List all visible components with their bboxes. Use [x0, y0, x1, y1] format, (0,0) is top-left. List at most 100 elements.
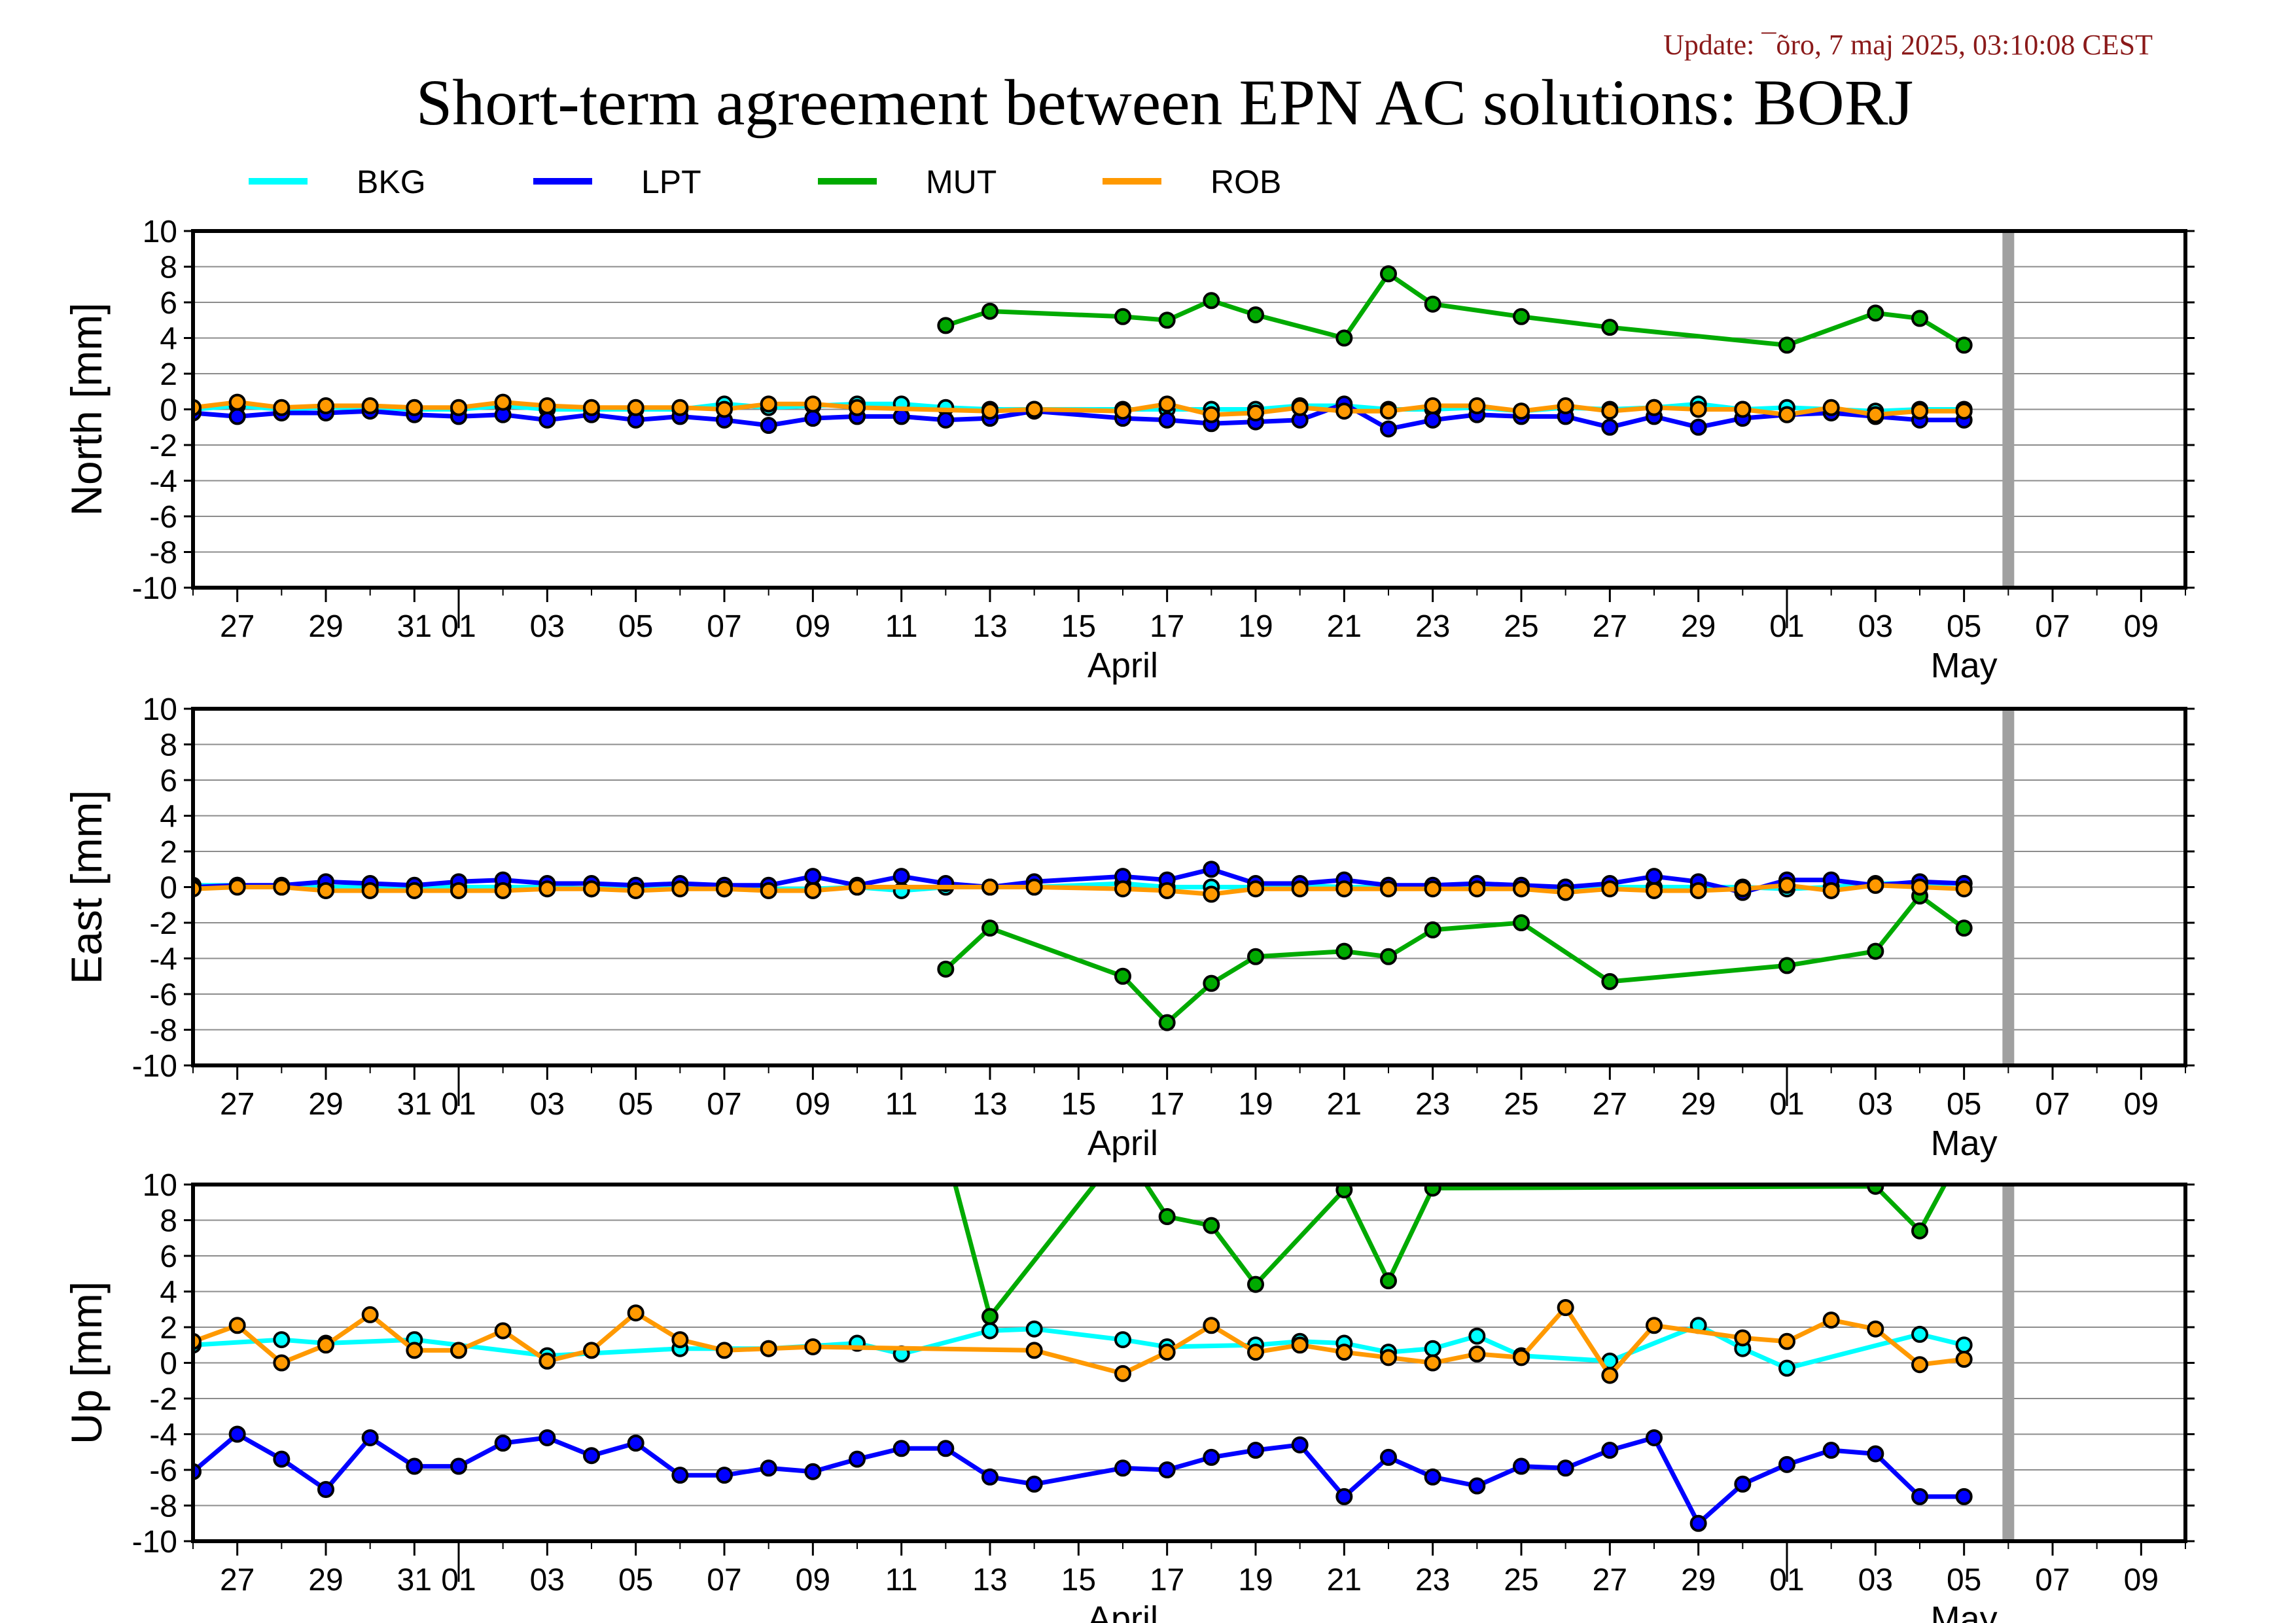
- data-point-rob: [1513, 402, 1530, 420]
- xtick-label: 29: [1681, 1087, 1716, 1122]
- data-point-rob: [1114, 1364, 1131, 1382]
- data-point-rob: [1380, 880, 1397, 898]
- ytick-label: 0: [160, 871, 177, 906]
- xtick-label: 23: [1415, 1087, 1450, 1122]
- ytick-label: -2: [149, 429, 177, 463]
- data-point-rob: [849, 878, 866, 896]
- data-point-lpt: [760, 417, 777, 435]
- ytick-label: -8: [149, 1489, 177, 1524]
- xtick-label: 17: [1150, 1087, 1184, 1122]
- data-point-rob: [1557, 1299, 1574, 1317]
- data-point-bkg: [1114, 1331, 1131, 1349]
- data-point-mut: [1158, 312, 1176, 329]
- data-point-bkg: [1468, 1327, 1486, 1345]
- xtick-label: 03: [1858, 1087, 1893, 1122]
- data-point-lpt: [981, 1468, 998, 1486]
- ytick-label: -6: [149, 500, 177, 535]
- data-point-rob: [1955, 880, 1973, 898]
- data-point-lpt: [716, 1467, 733, 1484]
- data-point-mut: [1424, 1185, 1441, 1197]
- data-point-lpt: [1468, 1477, 1486, 1495]
- data-point-rob: [1468, 1345, 1486, 1363]
- ytick-label: 4: [160, 1275, 177, 1310]
- month-label: May: [1931, 1124, 1998, 1163]
- series-line-lpt: [193, 866, 1964, 895]
- data-point-rob: [1734, 401, 1752, 418]
- series-mut: [953, 1185, 1948, 1325]
- data-point-rob: [1867, 406, 1884, 423]
- xtick-label: 13: [972, 609, 1007, 644]
- data-point-mut: [1955, 919, 1973, 937]
- xtick-label: 05: [618, 1087, 653, 1122]
- data-point-rob: [494, 1322, 512, 1340]
- data-point-rob: [1822, 882, 1840, 899]
- y-axis-label: North [mm]: [62, 302, 111, 516]
- data-point-lpt: [1689, 418, 1707, 436]
- data-point-lpt: [1025, 1475, 1043, 1493]
- xtick-label: 07: [707, 609, 741, 644]
- data-point-rob: [671, 880, 689, 898]
- ytick-label: -8: [149, 536, 177, 571]
- data-point-lpt: [1203, 1448, 1220, 1466]
- ytick-label: -8: [149, 1014, 177, 1048]
- data-point-lpt: [1778, 1455, 1795, 1473]
- data-point-rob: [1158, 1344, 1176, 1361]
- data-point-lpt: [937, 411, 955, 429]
- data-point-lpt: [1291, 1436, 1309, 1454]
- plot-frame: [191, 707, 2187, 1067]
- data-point-rob: [1513, 880, 1530, 898]
- ytick-label: 10: [143, 1168, 177, 1203]
- ytick-label: -10: [132, 571, 177, 606]
- xtick-label: 19: [1238, 1087, 1273, 1122]
- month-label: May: [1931, 646, 1998, 685]
- xtick-label: 09: [796, 1563, 830, 1597]
- data-point-mut: [981, 302, 998, 320]
- data-point-rob: [406, 882, 423, 899]
- ytick-label: 6: [160, 764, 177, 798]
- data-point-lpt: [892, 408, 910, 425]
- data-point-rob: [760, 882, 777, 899]
- series-line-mut: [945, 271, 1966, 348]
- data-point-mut: [1955, 336, 1973, 354]
- series-mut: [937, 887, 1973, 1031]
- data-point-rob: [494, 393, 512, 411]
- data-point-rob: [1025, 878, 1043, 896]
- data-point-mut: [1203, 292, 1220, 310]
- data-point-mut: [1114, 967, 1131, 985]
- update-timestamp: Update: ¯õro, 7 maj 2025, 03:10:08 CEST: [1663, 29, 2153, 61]
- xtick-label: 27: [220, 1563, 255, 1597]
- data-point-rob: [1955, 1351, 1973, 1368]
- xtick-label: 05: [618, 609, 653, 644]
- data-point-rob: [1689, 882, 1707, 899]
- data-point-rob: [1025, 401, 1043, 418]
- series-rob: [193, 1299, 1973, 1384]
- data-point-rob: [450, 399, 467, 416]
- data-point-rob: [1513, 1349, 1530, 1366]
- legend: BKG LPT MUT ROB: [249, 164, 1281, 200]
- ytick-label: 10: [143, 215, 177, 249]
- data-point-rob: [760, 1340, 777, 1357]
- month-label: May: [1931, 1599, 1998, 1623]
- ytick-label: -4: [149, 942, 177, 977]
- data-point-rob: [804, 882, 822, 899]
- data-point-lpt: [1335, 1488, 1353, 1505]
- data-point-rob: [406, 1342, 423, 1359]
- xtick-label: 15: [1061, 609, 1096, 644]
- ytick-label: 8: [160, 728, 177, 763]
- xtick-label: 21: [1327, 1087, 1362, 1122]
- xtick-label: 11: [885, 609, 918, 644]
- data-point-mut: [1247, 948, 1264, 965]
- xtick-label: 05: [1947, 609, 1981, 644]
- data-point-lpt: [539, 411, 556, 429]
- xtick-label: 13: [972, 1563, 1007, 1597]
- xtick-label: 19: [1238, 1563, 1273, 1597]
- data-point-rob: [317, 1336, 334, 1354]
- data-point-lpt: [583, 1447, 600, 1465]
- xtick-label: 29: [308, 1563, 343, 1597]
- data-point-lpt: [1513, 1457, 1530, 1475]
- month-label: April: [1087, 646, 1158, 685]
- data-point-mut: [937, 317, 955, 334]
- data-point-lpt: [760, 1459, 777, 1477]
- data-point-rob: [1114, 402, 1131, 420]
